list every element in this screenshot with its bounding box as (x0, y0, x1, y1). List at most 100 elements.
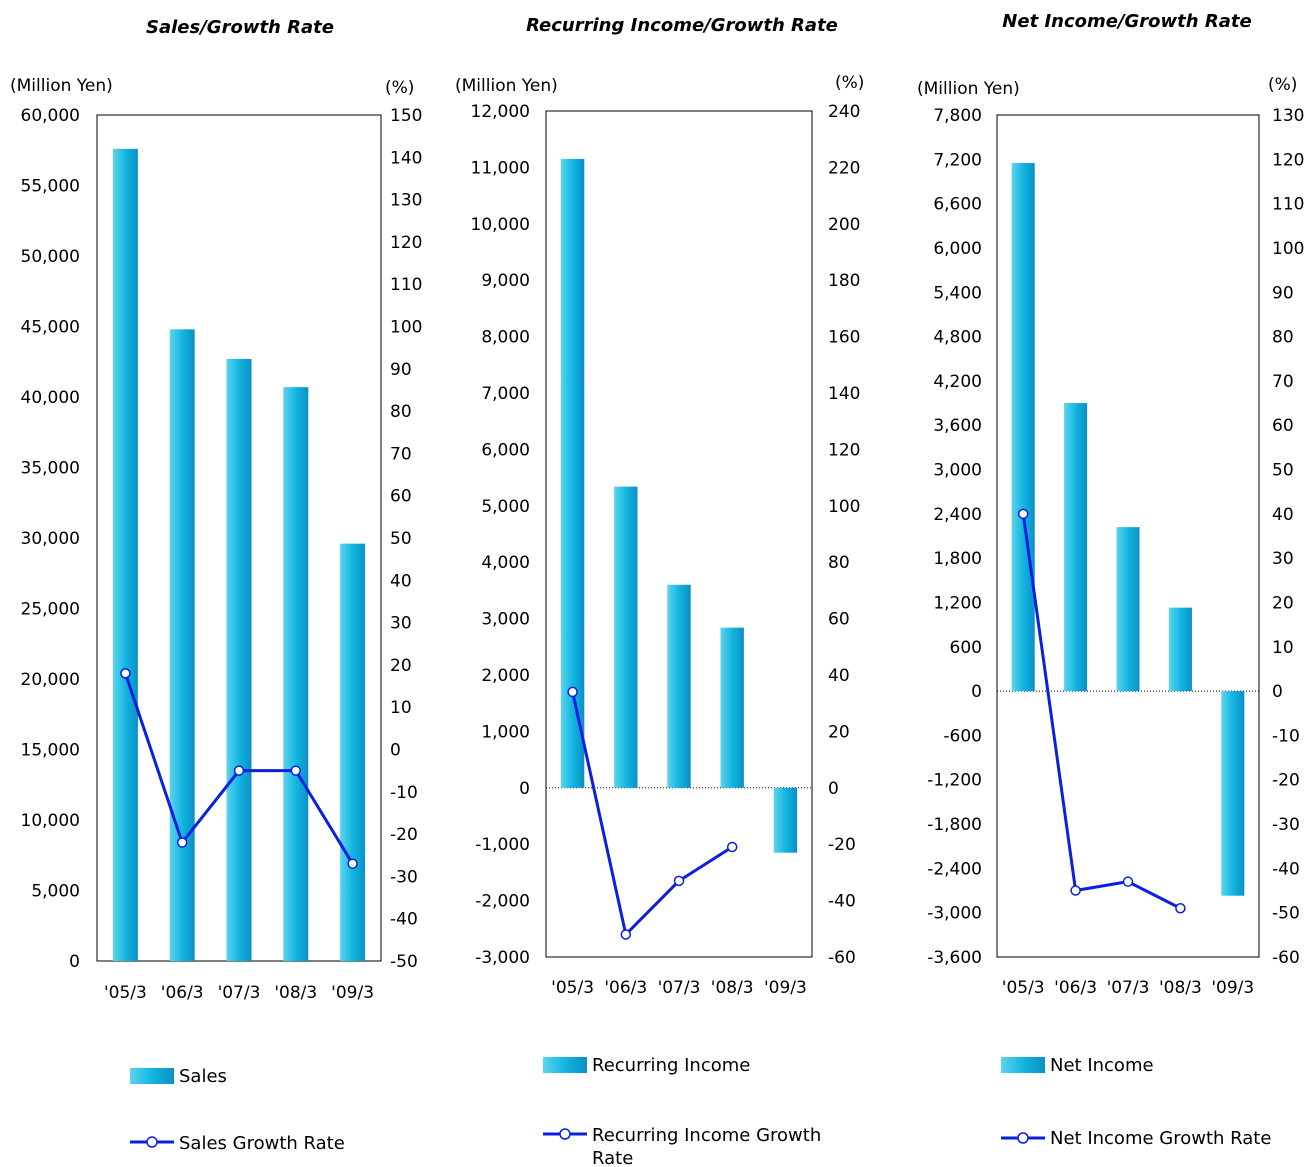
right-tick-label: 180 (828, 271, 860, 291)
line-point (1122, 876, 1134, 887)
left-tick-label: 55,000 (21, 177, 80, 197)
left-tick-label: 5,400 (933, 283, 982, 303)
right-tick-label: -30 (390, 867, 418, 887)
left-tick-label: 15,000 (21, 741, 80, 761)
left-tick-label: 4,200 (933, 372, 982, 392)
right-tick-label: 60 (828, 610, 850, 630)
category-label: '06/3 (604, 978, 647, 998)
right-tick-label: 140 (828, 384, 860, 404)
right-tick-label: 30 (1272, 549, 1294, 569)
category-label: '08/3 (711, 978, 754, 998)
right-tick-label: 120 (1272, 150, 1304, 170)
plot-area: -3,600-3,000-2,400-1,800-1,200-60006001,… (927, 106, 1304, 998)
right-tick-label: 240 (828, 102, 860, 122)
right-tick-label: 160 (828, 328, 860, 348)
left-tick-label: 0 (69, 952, 80, 972)
left-tick-label: 4,800 (933, 328, 982, 348)
right-tick-label: 40 (828, 666, 850, 686)
left-tick-label: 3,000 (481, 610, 530, 630)
left-tick-label: 4,000 (481, 553, 530, 573)
line-point (176, 837, 188, 848)
left-axis-unit: (Million Yen) (455, 76, 558, 96)
category-label: '05/3 (551, 978, 594, 998)
left-tick-label: 3,600 (933, 416, 982, 436)
chart-title: Recurring Income/Growth Rate (526, 15, 838, 36)
left-tick-label: 30,000 (21, 529, 80, 549)
right-tick-label: 10 (1272, 638, 1294, 658)
line-point (347, 858, 358, 869)
line-point (726, 841, 738, 853)
right-tick-label: -30 (1272, 815, 1300, 835)
right-tick-label: 70 (1272, 372, 1294, 392)
left-tick-label: -2,400 (927, 859, 982, 879)
chart-sales: Sales/Growth Rate (Million Yen) (%) 0 5,0… (10, 17, 422, 1154)
left-tick-label: 35,000 (21, 459, 80, 479)
category-label: '07/3 (1107, 978, 1150, 998)
right-tick-label: 80 (1272, 328, 1294, 348)
legend-swatch-bar (543, 1057, 587, 1073)
bar (226, 358, 252, 961)
right-tick-label: 200 (828, 215, 860, 235)
left-tick-label: 1,000 (481, 722, 530, 742)
right-tick-label: 0 (1272, 682, 1283, 702)
right-axis-unit: (%) (835, 73, 864, 93)
plot-frame (545, 110, 813, 958)
legend-label-line: Recurring Income Growth Rate (592, 1125, 827, 1167)
category-label: '08/3 (1159, 978, 1202, 998)
right-tick-label: 40 (1272, 505, 1294, 525)
legend: Sales Sales Growth Rate (130, 1066, 345, 1154)
category-label: '09/3 (331, 983, 374, 1003)
left-tick-label: 10,000 (471, 215, 530, 235)
line-point (1017, 508, 1029, 520)
right-tick-label: 80 (390, 402, 412, 422)
left-tick-label: 6,000 (481, 440, 530, 460)
left-tick-label: -1,800 (927, 815, 982, 835)
left-tick-label: 5,000 (31, 882, 80, 902)
left-tick-label: 1,200 (933, 593, 982, 613)
left-tick-label: 20,000 (21, 670, 80, 690)
growth-line (1021, 513, 1182, 910)
category-label: '09/3 (1211, 978, 1254, 998)
right-tick-label: 220 (828, 158, 860, 178)
chart-title: Net Income/Growth Rate (1002, 11, 1251, 32)
right-tick-label: 70 (390, 444, 412, 464)
chart-recurring-income: Recurring Income/Growth Rate (Million Ye… (455, 15, 864, 1167)
line-point (233, 765, 245, 776)
category-label: '06/3 (1054, 978, 1097, 998)
left-tick-label: 5,000 (481, 497, 530, 517)
left-tick-label: 0 (519, 779, 530, 799)
right-tick-label: 90 (1272, 283, 1294, 303)
category-label: '05/3 (1002, 978, 1045, 998)
line-point (1070, 885, 1081, 896)
left-tick-label: 2,400 (933, 505, 982, 525)
left-tick-label: 0 (971, 682, 982, 702)
right-tick-label: 100 (1272, 239, 1304, 259)
left-axis-unit: (Million Yen) (10, 76, 113, 96)
bar (667, 584, 691, 788)
bar (169, 329, 195, 961)
right-tick-label: 20 (390, 656, 412, 676)
left-tick-label: 2,000 (481, 666, 530, 686)
right-axis-unit: (%) (385, 78, 414, 98)
left-tick-label: -2,000 (475, 892, 530, 912)
right-tick-label: 60 (1272, 416, 1294, 436)
right-tick-label: -10 (1272, 726, 1300, 746)
right-tick-label: 40 (390, 571, 412, 591)
right-axis-unit: (%) (1268, 75, 1297, 95)
legend-label-line: Sales Growth Rate (179, 1133, 345, 1154)
bar (1168, 607, 1192, 692)
left-tick-label: 60,000 (21, 106, 80, 126)
left-tick-label: 600 (950, 638, 982, 658)
growth-line (571, 691, 734, 936)
left-tick-label: 1,800 (933, 549, 982, 569)
right-tick-label: 60 (390, 487, 412, 507)
left-tick-label: 25,000 (21, 600, 80, 620)
left-tick-label: 7,000 (481, 384, 530, 404)
left-tick-label: -3,600 (927, 948, 982, 968)
chart-title: Sales/Growth Rate (146, 17, 334, 38)
legend-label-bar: Sales (179, 1066, 227, 1087)
right-tick-label: 50 (1272, 461, 1294, 481)
right-tick-label: -40 (1272, 859, 1300, 879)
legend-swatch-bar (130, 1068, 174, 1084)
left-tick-label: 8,000 (481, 328, 530, 348)
